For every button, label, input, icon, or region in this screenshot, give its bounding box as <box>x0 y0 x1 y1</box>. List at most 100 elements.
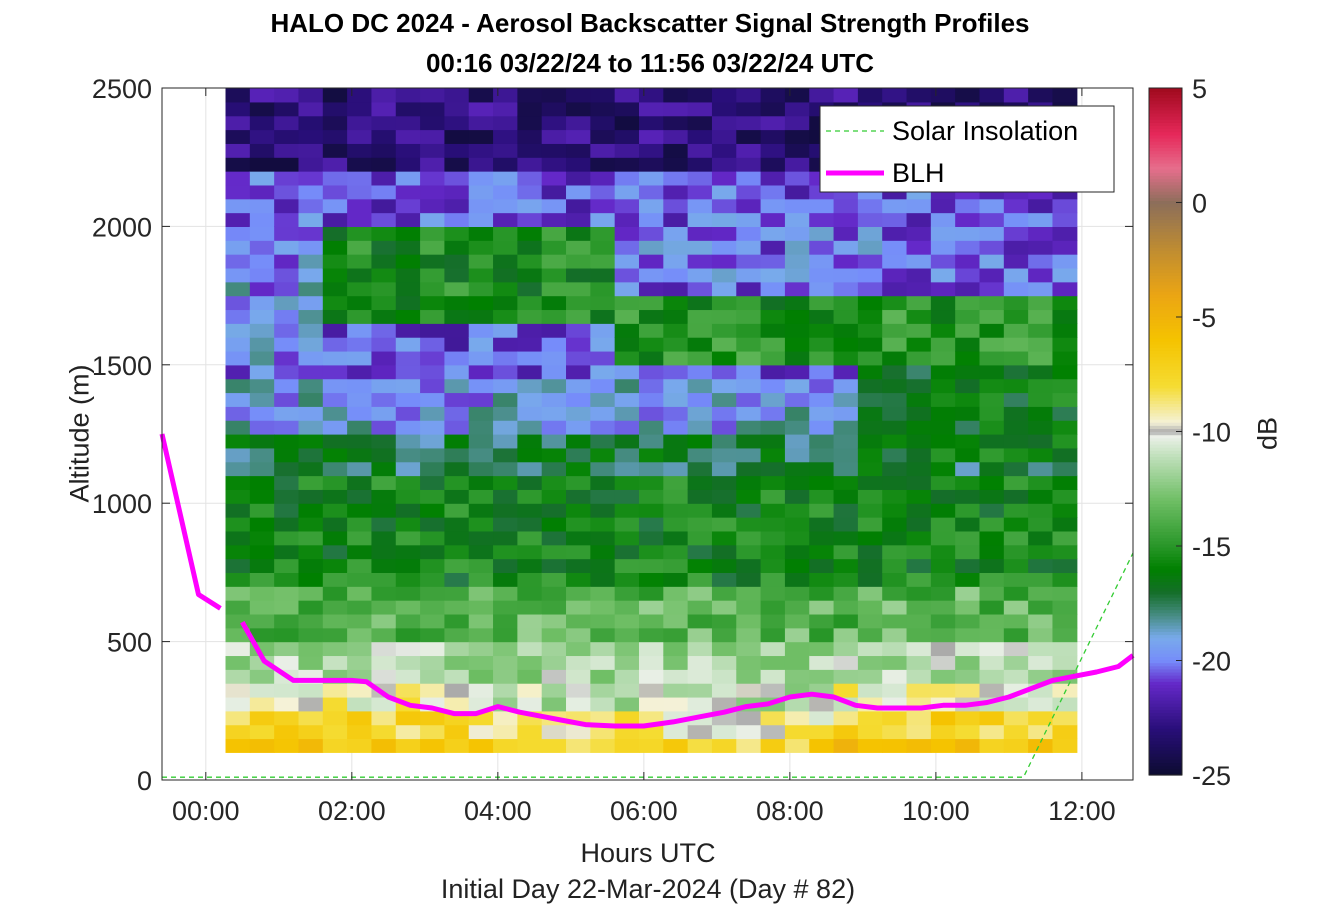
heatmap-cell <box>736 392 762 407</box>
heatmap-cell <box>444 157 470 172</box>
colorbar-segment <box>1149 528 1182 533</box>
heatmap-cell <box>711 350 737 366</box>
colorbar-segment <box>1149 465 1182 470</box>
heatmap-cell <box>225 641 251 657</box>
heatmap-cell <box>857 198 883 214</box>
heatmap-cell <box>614 406 640 421</box>
colorbar-segment <box>1149 606 1182 611</box>
chart-title: HALO DC 2024 - Aerosol Backscatter Signa… <box>270 8 1030 38</box>
heatmap-cell <box>590 295 616 311</box>
heatmap-cell <box>517 627 543 643</box>
heatmap-cell <box>493 212 518 227</box>
heatmap-cell <box>833 738 859 753</box>
heatmap-cell <box>930 461 956 477</box>
heatmap-cell <box>225 627 251 643</box>
heatmap-cell <box>347 129 373 144</box>
heatmap-cell <box>444 669 470 684</box>
heatmap-cell <box>614 600 640 615</box>
heatmap-cell <box>1052 489 1078 504</box>
x-tick-label: 00:00 <box>172 796 240 826</box>
colorbar-tick-label: -10 <box>1192 418 1231 448</box>
heatmap-cell <box>590 88 616 103</box>
heatmap-cell <box>614 323 640 338</box>
heatmap-cell <box>541 530 567 546</box>
heatmap-cell <box>663 240 689 255</box>
heatmap-cell <box>566 88 591 103</box>
heatmap-cell <box>760 143 786 158</box>
heatmap-cell <box>784 350 810 366</box>
heatmap-cell <box>493 669 518 684</box>
heatmap-cell <box>711 655 737 670</box>
heatmap-cell <box>347 655 373 670</box>
heatmap-cell <box>225 683 251 698</box>
heatmap-cell <box>809 572 835 587</box>
heatmap-cell <box>638 503 664 518</box>
heatmap-cell <box>979 323 1005 338</box>
heatmap-cell <box>468 461 494 477</box>
heatmap-cell <box>1028 198 1054 214</box>
heatmap-cell <box>638 627 664 643</box>
heatmap-cell <box>274 157 300 172</box>
colorbar-segment <box>1149 659 1182 664</box>
heatmap-cell <box>298 240 324 255</box>
heatmap-cell <box>687 337 713 352</box>
colorbar-segment <box>1149 762 1182 767</box>
heatmap-cell <box>493 586 518 601</box>
heatmap-cell <box>736 544 762 560</box>
heatmap-cell <box>274 323 300 338</box>
heatmap-cell <box>395 267 421 283</box>
heatmap-cell <box>833 267 859 283</box>
heatmap-cell <box>1052 212 1078 227</box>
heatmap-cell <box>711 392 737 407</box>
heatmap-cell <box>468 171 494 186</box>
heatmap-cell <box>298 710 324 726</box>
heatmap-cell <box>566 613 591 629</box>
heatmap-cell <box>541 738 567 753</box>
colorbar-segment <box>1149 550 1182 554</box>
heatmap-cell <box>882 378 908 394</box>
heatmap-cell <box>371 420 397 435</box>
heatmap-cell <box>979 683 1005 698</box>
heatmap-cell <box>809 323 835 338</box>
heatmap-cell <box>590 517 616 532</box>
heatmap-cell <box>638 198 664 214</box>
plot-area: 00:00 02:00 04:00 06:00 08:00 10:00 12:00 0500… <box>92 74 1135 826</box>
colorbar-segment <box>1149 403 1182 408</box>
heatmap-cell <box>225 489 251 504</box>
heatmap-cell <box>468 143 494 158</box>
heatmap-cell <box>566 600 591 615</box>
heatmap-cell <box>833 295 859 311</box>
heatmap-cell <box>809 295 835 311</box>
colorbar-segment <box>1149 378 1182 383</box>
heatmap-cell <box>638 212 664 227</box>
heatmap-cell <box>225 420 251 435</box>
heatmap-cell <box>225 434 251 449</box>
heatmap-cell <box>1028 461 1054 477</box>
heatmap-cell <box>395 115 421 131</box>
heatmap-cell <box>638 171 664 186</box>
heatmap-cell <box>274 503 300 518</box>
heatmap-cell <box>614 683 640 698</box>
heatmap-cell <box>371 295 397 311</box>
heatmap-cell <box>809 378 835 394</box>
plot-frame <box>161 87 1134 781</box>
heatmap-cell <box>687 503 713 518</box>
heatmap-cell <box>736 434 762 449</box>
heatmap-cell <box>663 378 689 394</box>
heatmap-cell <box>930 738 956 753</box>
heatmap-cell <box>784 323 810 338</box>
heatmap-cell <box>1028 489 1054 504</box>
heatmap-cell <box>906 461 932 477</box>
heatmap-cell <box>1052 406 1078 421</box>
heatmap-cell <box>736 558 762 573</box>
heatmap-cell <box>468 115 494 131</box>
heatmap-cell <box>298 738 324 753</box>
heatmap-cell <box>833 240 859 255</box>
heatmap-cell <box>1052 267 1078 283</box>
heatmap-cell <box>420 517 446 532</box>
heatmap-cell <box>371 378 397 394</box>
heatmap-cell <box>298 503 324 518</box>
heatmap-cell <box>638 572 664 587</box>
heatmap-cell <box>760 420 786 435</box>
colorbar-segment <box>1149 481 1182 486</box>
